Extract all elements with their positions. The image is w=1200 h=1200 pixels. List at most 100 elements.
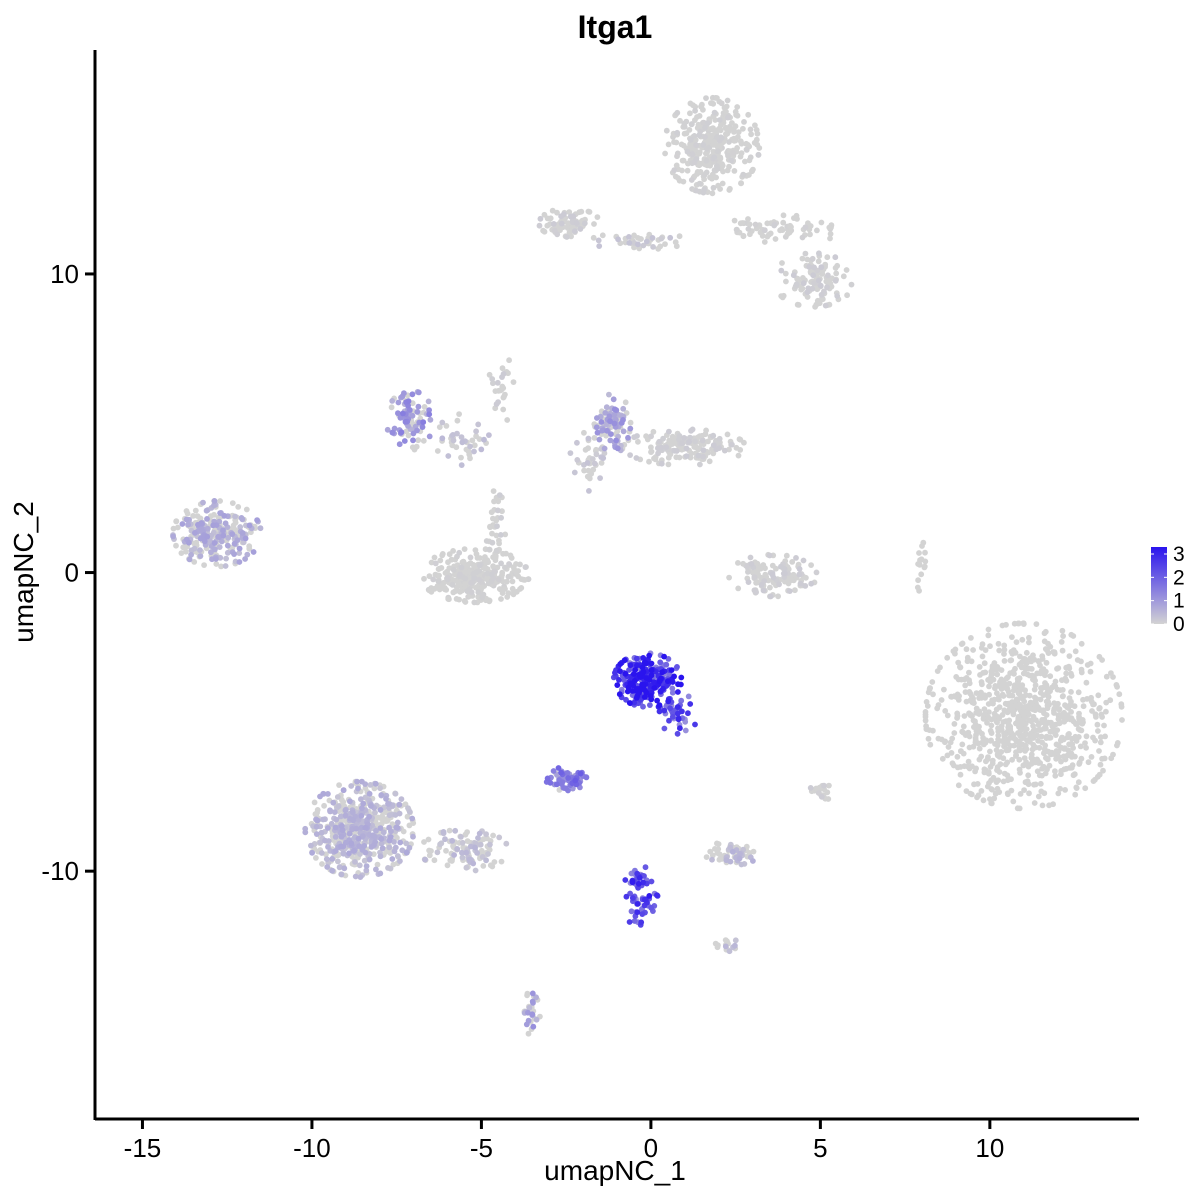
cell-point: [590, 234, 597, 241]
cell-point: [601, 450, 608, 457]
cell-point: [434, 448, 441, 454]
cell-point: [443, 586, 450, 593]
x-axis-ticks: -15 -10 -5 0 5 10: [124, 1119, 1004, 1163]
cell-point: [1076, 759, 1083, 766]
cell-point: [1032, 682, 1039, 689]
cell-point: [1003, 675, 1010, 682]
cell-point: [586, 488, 592, 494]
cell-point: [833, 270, 840, 277]
cell-point: [693, 142, 700, 149]
cell-point: [188, 547, 195, 554]
cell-point: [504, 417, 511, 423]
cell-point: [703, 145, 710, 152]
cell-point: [738, 861, 745, 868]
cell-point: [923, 723, 929, 729]
cell-point: [373, 827, 379, 834]
cell-point: [389, 429, 396, 436]
cell-point: [751, 587, 758, 594]
cell-point: [235, 504, 242, 510]
cell-point: [583, 774, 590, 781]
cell-point: [425, 398, 432, 405]
cell-point: [225, 534, 232, 541]
cell-point: [622, 670, 629, 677]
cell-point: [995, 732, 1002, 739]
cell-point: [591, 221, 597, 227]
cell-point: [968, 658, 975, 665]
cell-point: [467, 560, 474, 566]
cell-point: [1063, 677, 1070, 684]
cell-point: [744, 563, 750, 570]
cell-point: [629, 895, 636, 901]
cell-point: [506, 561, 512, 567]
cell-point: [983, 758, 989, 765]
cell-point: [796, 566, 803, 572]
cell-point: [1028, 666, 1035, 672]
cell-point: [718, 100, 725, 107]
cell-point: [1026, 634, 1032, 641]
cell-point: [718, 135, 725, 142]
cell-point: [1056, 706, 1063, 712]
cell-point: [692, 438, 698, 445]
cell-point: [623, 893, 630, 900]
cell-point: [817, 282, 824, 289]
cell-point: [723, 131, 730, 138]
cell-point: [959, 640, 966, 647]
cell-point: [1080, 703, 1087, 710]
cell-point: [916, 587, 922, 594]
cell-point: [948, 693, 954, 700]
cell-point: [663, 444, 670, 451]
cell-point: [586, 475, 593, 482]
cell-point: [979, 681, 985, 688]
cell-point: [1039, 707, 1046, 714]
cell-point: [1114, 742, 1120, 749]
cell-point: [490, 488, 497, 494]
cell-point: [410, 437, 416, 444]
cell-point: [710, 442, 717, 449]
cell-point: [341, 865, 348, 872]
cell-point: [391, 839, 397, 845]
cell-point: [390, 861, 397, 868]
cell-point: [629, 879, 636, 886]
cell-point: [736, 436, 743, 443]
cell-point: [1043, 659, 1050, 666]
cell-point: [190, 513, 197, 519]
cell-point: [541, 228, 548, 235]
cell-point: [745, 226, 752, 232]
cell-point: [473, 584, 479, 591]
cell-point: [223, 555, 230, 562]
cell-point: [626, 234, 632, 240]
cell-point: [780, 212, 787, 219]
cell-point: [1005, 791, 1011, 798]
cell-point: [715, 841, 722, 847]
cell-point: [563, 234, 570, 240]
cell-point: [1004, 759, 1011, 766]
cell-point: [472, 867, 479, 874]
cell-point: [581, 429, 587, 436]
y-axis-ticks: -10 0 10: [41, 259, 95, 886]
cell-point: [1024, 778, 1031, 785]
cell-point: [626, 667, 632, 673]
cell-point: [544, 775, 551, 782]
cell-point: [699, 437, 706, 444]
cell-point: [458, 454, 464, 461]
cell-point: [741, 119, 747, 125]
cell-point: [676, 454, 683, 461]
cell-point: [998, 723, 1005, 729]
cell-point: [649, 235, 656, 241]
cell-point: [1068, 670, 1074, 677]
cell-point: [421, 839, 427, 845]
cell-point: [507, 552, 514, 559]
cell-point: [436, 572, 442, 579]
cell-point: [643, 433, 649, 440]
cell-point: [550, 768, 557, 774]
cell-point: [797, 580, 804, 587]
cell-point: [691, 133, 698, 139]
cell-point: [1017, 660, 1024, 667]
cell-point: [918, 556, 925, 563]
cell-point: [504, 594, 511, 600]
cell-point: [951, 730, 958, 736]
cell-point: [965, 729, 972, 736]
cell-point: [1000, 693, 1007, 699]
cell-point: [437, 841, 443, 848]
legend-tick-label: 0: [1173, 613, 1185, 636]
